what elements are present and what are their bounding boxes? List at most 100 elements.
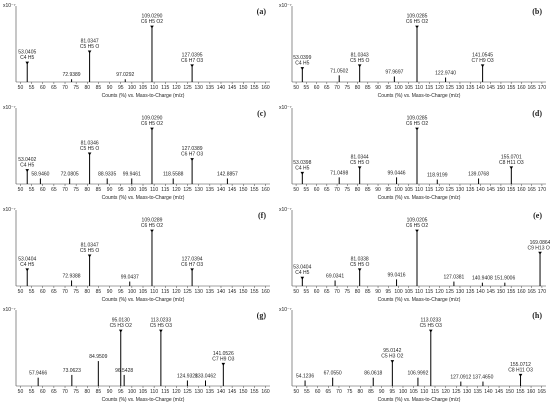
x-tick-label: 165 bbox=[527, 289, 536, 295]
panel-label: (a) bbox=[257, 7, 267, 16]
peak-mz-label: 81.0347 bbox=[81, 39, 99, 45]
x-tick-label: 165 bbox=[527, 187, 536, 193]
x-tick-label: 90 bbox=[107, 289, 113, 295]
peak-mz-label: 86.0618 bbox=[364, 371, 382, 377]
x-tick-label: 90 bbox=[107, 85, 113, 91]
peak-formula-label: C6 H7 O3 bbox=[181, 262, 203, 268]
peak-mz-label: 109.0205 bbox=[407, 218, 428, 224]
x-tick-label: 155 bbox=[507, 187, 516, 193]
x-tick-label: 150 bbox=[497, 187, 506, 193]
peak-marker bbox=[221, 362, 226, 366]
peak-marker bbox=[390, 360, 395, 364]
peak-mz-label: 84.9509 bbox=[89, 354, 107, 360]
x-tick-label: 105 bbox=[139, 389, 148, 395]
peak-formula-label: C7 H9 O3 bbox=[471, 58, 493, 64]
x-tick-label: 120 bbox=[435, 289, 444, 295]
peak-mz-label: 81.0338 bbox=[351, 256, 369, 262]
x-tick-label: 140 bbox=[217, 85, 226, 91]
x-tick-label: 105 bbox=[405, 187, 414, 193]
x-tick-label: 165 bbox=[538, 389, 547, 395]
x-tick-label: 50 bbox=[18, 289, 24, 295]
peak-mz-label: 142.8857 bbox=[217, 171, 238, 177]
peak-mz-label: 118.5588 bbox=[163, 171, 184, 177]
peak-formula-label: C4 H5 bbox=[20, 55, 34, 61]
peak-mz-label: 95.0130 bbox=[112, 318, 130, 324]
x-tick-label: 55 bbox=[304, 187, 310, 193]
x-tick-label: 70 bbox=[334, 85, 340, 91]
x-tick-label: 75 bbox=[345, 85, 351, 91]
peak-mz-label: 99.9461 bbox=[123, 171, 141, 177]
peak-marker bbox=[190, 64, 194, 68]
peak-marker bbox=[300, 67, 305, 71]
x-tick-label: 50 bbox=[18, 85, 24, 91]
x-tick-label: 145 bbox=[228, 187, 237, 193]
peak-marker bbox=[190, 158, 194, 162]
peak-marker bbox=[25, 61, 30, 65]
peak-mz-label: 81.0347 bbox=[81, 243, 99, 249]
x-tick-label: 70 bbox=[62, 289, 68, 295]
x-tick-label: 135 bbox=[474, 389, 483, 395]
peak-mz-label: 81.0344 bbox=[351, 154, 369, 160]
x-tick-label: 150 bbox=[239, 289, 248, 295]
panel-label: (d) bbox=[532, 109, 542, 118]
x-tick-label: 155 bbox=[250, 289, 259, 295]
panel-label: (c) bbox=[257, 109, 266, 118]
x-tick-label: 55 bbox=[304, 289, 310, 295]
peak-mz-label: 169.0864 bbox=[530, 240, 550, 246]
x-tick-label: 140 bbox=[217, 389, 226, 395]
x-tick-label: 80 bbox=[355, 289, 361, 295]
peak-mz-label: 141.0526 bbox=[213, 351, 234, 357]
x-tick-label: 160 bbox=[261, 389, 270, 395]
x-tick-label: 100 bbox=[128, 389, 137, 395]
x-tick-label: 50 bbox=[293, 389, 299, 395]
y-multiplier: x10⁻⁷ bbox=[279, 105, 292, 111]
peak-mz-label: 71.0498 bbox=[330, 170, 348, 176]
peak-mz-label: 113.0233 bbox=[151, 318, 172, 324]
peak-marker bbox=[300, 171, 305, 175]
x-tick-label: 85 bbox=[96, 289, 102, 295]
x-tick-label: 85 bbox=[365, 187, 371, 193]
peak-mz-label: 58.9460 bbox=[31, 171, 49, 177]
x-tick-label: 80 bbox=[355, 187, 361, 193]
x-tick-label: 70 bbox=[62, 85, 68, 91]
x-tick-label: 60 bbox=[40, 289, 46, 295]
x-tick-label: 135 bbox=[206, 85, 215, 91]
x-tick-label: 90 bbox=[375, 187, 381, 193]
peak-mz-label: 97.9697 bbox=[385, 69, 403, 75]
panel-label: (b) bbox=[532, 7, 542, 16]
x-tick-label: 105 bbox=[409, 389, 418, 395]
peak-mz-label: 151.9006 bbox=[494, 276, 515, 282]
peak-formula-label: C4 H5 bbox=[295, 270, 309, 276]
peak-formula-label: C4 H5 bbox=[295, 165, 309, 171]
peak-formula-label: C7 H9 O3 bbox=[212, 356, 234, 362]
x-tick-label: 115 bbox=[431, 389, 439, 395]
x-tick-label: 125 bbox=[183, 85, 192, 91]
x-tick-label: 100 bbox=[128, 289, 137, 295]
peak-mz-label: 72.9389 bbox=[63, 72, 81, 78]
peak-marker bbox=[538, 251, 542, 255]
peak-mz-label: 141.0545 bbox=[472, 52, 493, 58]
x-tick-label: 150 bbox=[239, 389, 248, 395]
x-tick-label: 100 bbox=[394, 289, 403, 295]
x-tick-label: 170 bbox=[538, 187, 547, 193]
x-tick-label: 50 bbox=[293, 187, 299, 193]
x-tick-label: 85 bbox=[96, 187, 102, 193]
x-tick-label: 110 bbox=[150, 289, 158, 295]
x-tick-label: 100 bbox=[394, 85, 403, 91]
x-tick-label: 90 bbox=[379, 389, 385, 395]
x-tick-label: 55 bbox=[29, 389, 35, 395]
peak-mz-label: 127.0912 bbox=[450, 375, 471, 381]
x-tick-label: 70 bbox=[62, 389, 68, 395]
x-tick-label: 135 bbox=[466, 187, 475, 193]
x-tick-label: 145 bbox=[228, 389, 237, 395]
peak-formula-label: C6 H5 O2 bbox=[141, 19, 163, 25]
peak-mz-label: 81.0343 bbox=[351, 52, 369, 58]
peak-mz-label: 124.9328 bbox=[177, 373, 198, 379]
x-tick-label: 145 bbox=[487, 85, 496, 91]
peak-mz-label: 99.0416 bbox=[388, 272, 406, 278]
x-tick-label: 120 bbox=[172, 187, 181, 193]
x-tick-label: 60 bbox=[314, 289, 320, 295]
x-tick-label: 75 bbox=[73, 187, 79, 193]
x-axis-title: Counts (%) vs. Mass-to-Charge (m/z) bbox=[102, 297, 185, 303]
